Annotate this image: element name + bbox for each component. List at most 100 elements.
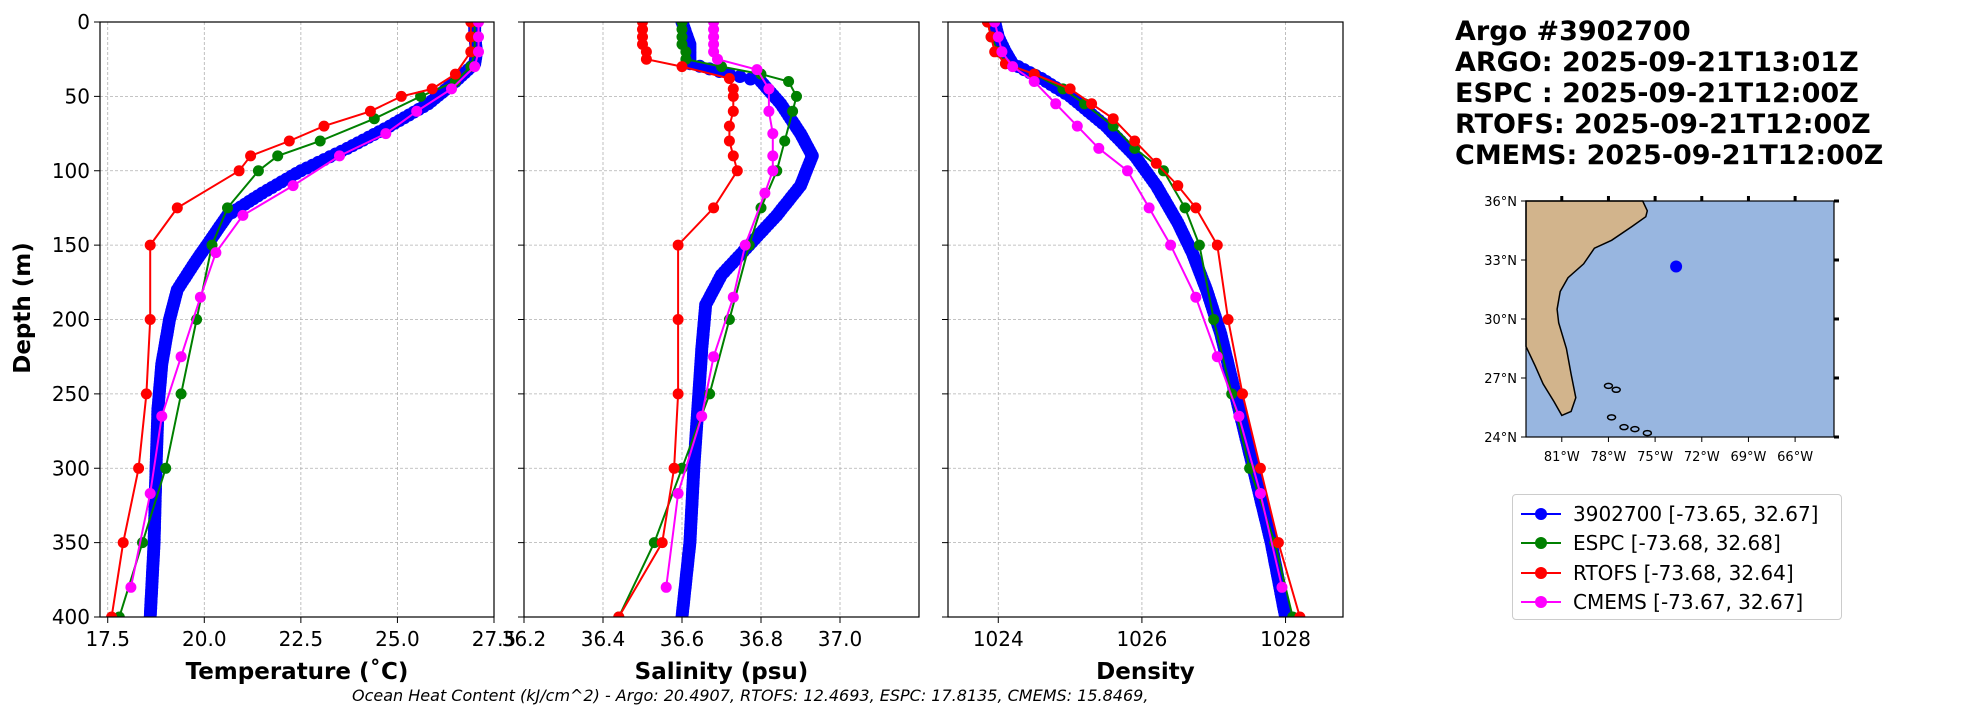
data-point [767, 150, 779, 162]
data-point [696, 410, 708, 422]
data-point [675, 610, 689, 617]
data-point [751, 64, 763, 76]
data-point [613, 611, 625, 617]
data-point [1172, 180, 1184, 192]
data-point [426, 83, 438, 95]
y-axis-label: Depth (m) [10, 242, 36, 374]
series-group [982, 22, 1306, 617]
map-lat-label: 33°N [1484, 254, 1517, 269]
data-point [779, 135, 791, 147]
data-point [1294, 611, 1306, 617]
series-RTOFS [613, 22, 743, 617]
land [1525, 200, 1649, 417]
map-lat-label: 36°N [1484, 195, 1517, 210]
data-point [1211, 351, 1223, 363]
map-lat-label: 27°N [1484, 372, 1517, 387]
series-CMEMS [660, 22, 779, 593]
legend-marker-icon [1521, 566, 1561, 579]
data-point [1276, 581, 1288, 593]
map-lon-label: 81°W [1544, 450, 1580, 465]
data-point [252, 165, 264, 177]
data-point [1064, 83, 1076, 95]
series-line [993, 22, 1283, 588]
x-axis-label: Salinity (psu) [635, 659, 809, 685]
data-point [465, 31, 477, 43]
data-point [992, 31, 1004, 43]
data-point [733, 70, 747, 83]
data-point [287, 180, 299, 192]
legend-item-cmems: CMEMS [-73.67, 32.67] [1521, 588, 1833, 618]
island [1603, 382, 1614, 390]
data-point [660, 581, 672, 593]
data-point [245, 150, 257, 162]
data-point [1086, 98, 1098, 110]
data-point [676, 61, 688, 73]
data-point [144, 239, 156, 251]
y-tick-label: 300 [52, 456, 90, 480]
x-tick-label: 27.5 [472, 627, 517, 651]
data-point [727, 291, 739, 303]
grid: 36.2 36.4 36.6 36.8 37.0 [502, 21, 919, 651]
data-point [1122, 165, 1133, 177]
data-point [117, 537, 129, 549]
data-point [106, 611, 118, 617]
data-point [1211, 239, 1223, 251]
data-point [1150, 157, 1162, 169]
map-lon-label: 72°W [1684, 450, 1720, 465]
data-point [708, 202, 720, 214]
espc-time: ESPC : 2025-09-21T12:00Z [1455, 78, 1859, 109]
data-point [233, 165, 245, 177]
data-point [727, 90, 739, 102]
data-point [283, 135, 295, 147]
series-CMEMS [125, 22, 484, 593]
data-point [989, 22, 1001, 28]
data-point [1272, 537, 1284, 549]
data-point [763, 105, 775, 117]
legend-marker-icon [1521, 596, 1561, 609]
data-point [140, 388, 152, 400]
data-point [473, 46, 484, 58]
data-point [672, 239, 684, 251]
data-point [415, 90, 427, 102]
data-point [1193, 239, 1205, 251]
data-point [1129, 135, 1141, 147]
x-tick-label: 1026 [1116, 627, 1167, 651]
data-point [787, 105, 799, 117]
legend-marker-icon [1521, 537, 1561, 550]
series-ESPC [113, 22, 481, 617]
data-point [723, 73, 735, 84]
series-CMEMS [989, 22, 1288, 593]
data-point [763, 83, 775, 95]
data-point [739, 239, 751, 251]
data-point [783, 76, 795, 87]
legend: 3902700 [-73.65, 32.67] ESPC [-73.68, 32… [1512, 494, 1842, 620]
map-lat-label: 30°N [1484, 313, 1517, 328]
axes-frame [947, 21, 1344, 618]
data-point [380, 128, 392, 140]
map-lon-label: 75°W [1637, 450, 1673, 465]
argo-time: ARGO: 2025-09-21T13:01Z [1455, 47, 1859, 78]
data-point [1208, 314, 1220, 325]
data-point [1165, 239, 1177, 251]
data-point [723, 135, 735, 147]
panel-density: 1024 1026 1028 Density [942, 21, 1344, 685]
data-point [160, 462, 172, 474]
axes-frame [523, 21, 920, 618]
data-point [759, 187, 771, 199]
data-point [767, 165, 779, 177]
legend-item-espc: ESPC [-73.68, 32.68] [1521, 529, 1833, 559]
data-point [731, 165, 743, 177]
legend-label: RTOFS [-73.68, 32.64] [1573, 560, 1794, 585]
data-point [1237, 388, 1248, 400]
data-point [767, 128, 779, 140]
x-tick-label: 1028 [1260, 627, 1311, 651]
island [1611, 386, 1621, 394]
x-axis-label: Density [1096, 659, 1195, 685]
data-point [1254, 488, 1266, 499]
ohc-footnote: Ocean Heat Content (kJ/cm^2) - Argo: 20.… [352, 686, 1149, 705]
data-point [272, 150, 284, 162]
data-point [672, 388, 684, 400]
data-point [465, 46, 477, 58]
island [1619, 423, 1629, 431]
